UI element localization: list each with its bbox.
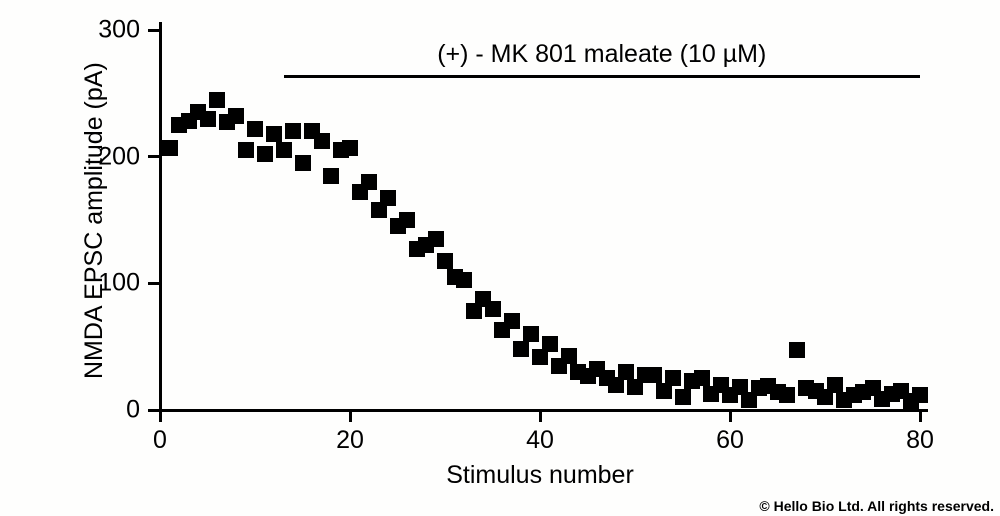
- x-tick: [539, 410, 542, 422]
- data-point: [399, 212, 415, 228]
- x-axis-line: [159, 409, 929, 412]
- data-point: [257, 146, 273, 162]
- y-axis-line: [159, 22, 162, 412]
- data-point: [314, 133, 330, 149]
- x-tick: [349, 410, 352, 422]
- data-point: [361, 174, 377, 190]
- data-point: [238, 142, 254, 158]
- y-tick-label: 100: [98, 269, 140, 298]
- y-axis-title: NMDA EPSC amplitude (pA): [80, 62, 109, 379]
- x-tick-label: 40: [526, 426, 554, 455]
- copyright-text: © Hello Bio Ltd. All rights reserved.: [759, 498, 994, 514]
- y-tick: [148, 155, 160, 158]
- data-point: [561, 348, 577, 364]
- x-tick: [159, 410, 162, 422]
- data-point: [504, 313, 520, 329]
- y-tick: [148, 282, 160, 285]
- y-tick-label: 200: [98, 142, 140, 171]
- treatment-bar: [284, 75, 921, 78]
- x-tick-label: 60: [716, 426, 744, 455]
- data-point: [665, 370, 681, 386]
- data-point: [513, 341, 529, 357]
- data-point: [266, 126, 282, 142]
- data-point: [618, 364, 634, 380]
- data-point: [456, 272, 472, 288]
- data-point: [342, 140, 358, 156]
- data-point: [323, 168, 339, 184]
- data-point: [912, 387, 928, 403]
- data-point: [523, 326, 539, 342]
- data-point: [542, 336, 558, 352]
- data-point: [827, 377, 843, 393]
- x-tick: [919, 410, 922, 422]
- y-tick-label: 300: [98, 16, 140, 45]
- x-tick-label: 20: [336, 426, 364, 455]
- y-tick: [148, 29, 160, 32]
- data-point: [162, 140, 178, 156]
- data-point: [209, 92, 225, 108]
- data-point: [285, 123, 301, 139]
- x-tick: [729, 410, 732, 422]
- x-axis-title: Stimulus number: [446, 461, 634, 490]
- data-point: [789, 342, 805, 358]
- y-tick: [148, 409, 160, 412]
- data-point: [694, 370, 710, 386]
- data-point: [276, 142, 292, 158]
- data-point: [437, 253, 453, 269]
- data-point: [247, 121, 263, 137]
- data-point: [228, 108, 244, 124]
- x-tick-label: 0: [153, 426, 167, 455]
- data-point: [779, 387, 795, 403]
- data-point: [646, 367, 662, 383]
- y-tick-label: 0: [126, 396, 140, 425]
- x-tick-label: 80: [906, 426, 934, 455]
- data-point: [675, 389, 691, 405]
- data-point: [200, 111, 216, 127]
- data-point: [485, 301, 501, 317]
- data-point: [380, 190, 396, 206]
- treatment-label: (+) - MK 801 maleate (10 µM): [437, 40, 766, 69]
- data-point: [428, 231, 444, 247]
- data-point: [295, 155, 311, 171]
